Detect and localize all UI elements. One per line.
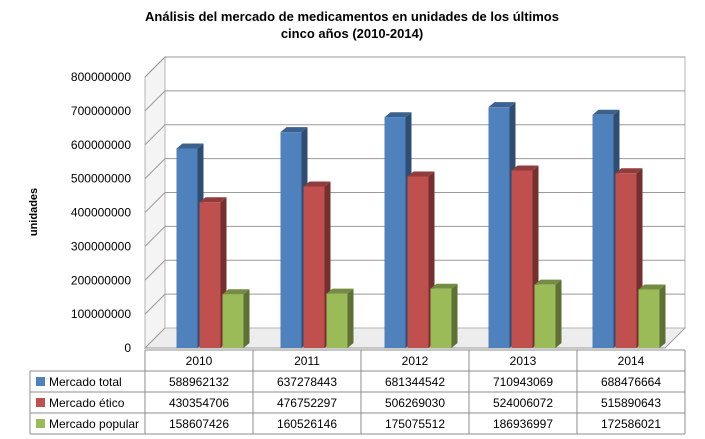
bar	[592, 114, 614, 348]
bar-top	[326, 288, 354, 294]
data-label: 476752297	[277, 396, 337, 410]
y-tick-label: 400000000	[71, 206, 131, 220]
x-tick-label: 2013	[510, 354, 537, 368]
legend-entry: Mercado ético	[49, 396, 125, 410]
data-label: 175075512	[385, 417, 445, 431]
data-label: 515890643	[601, 396, 661, 410]
y-tick-label: 500000000	[71, 172, 131, 186]
y-tick-label: 300000000	[71, 239, 131, 253]
data-label: 710943069	[493, 375, 553, 389]
bar	[303, 186, 325, 348]
legend-swatch	[36, 419, 45, 428]
y-tick-label: 800000000	[71, 70, 131, 84]
data-label: 158607426	[169, 417, 229, 431]
bar	[326, 293, 348, 348]
bar	[280, 132, 302, 348]
data-label: 588962132	[169, 375, 229, 389]
legend-swatch	[36, 377, 45, 386]
bar-side	[451, 283, 458, 348]
bar-top	[638, 284, 666, 290]
data-label: 688476664	[601, 375, 661, 389]
bar	[511, 170, 533, 348]
x-tick-label: 2010	[186, 354, 213, 368]
data-label: 430354706	[169, 396, 229, 410]
data-label: 160526146	[277, 417, 337, 431]
x-tick-label: 2011	[294, 354, 320, 368]
bar-top	[534, 279, 562, 285]
bar-side	[243, 289, 250, 348]
bar	[199, 202, 221, 348]
bar-side	[347, 288, 354, 348]
legend-entry: Mercado popular	[49, 417, 139, 431]
bar	[176, 148, 198, 348]
bar-top	[511, 165, 539, 171]
bar-top	[222, 289, 250, 295]
legend-entry: Mercado total	[49, 375, 122, 389]
chart-title-line2: cinco años (2010-2014)	[281, 26, 423, 41]
data-table: 2010 2011 2012 2013 2014 Mercado total 5889621…	[29, 349, 686, 435]
data-label: 506269030	[385, 396, 445, 410]
bar-side	[555, 279, 562, 348]
x-tick-label: 2014	[618, 354, 645, 368]
data-label: 524006072	[493, 396, 553, 410]
gridline	[144, 90, 685, 112]
plot-area: 0 100000000 200000000 300000000 400000000 500…	[71, 55, 687, 355]
bar	[384, 117, 406, 348]
y-tick-label: 200000000	[71, 273, 131, 287]
bar-top	[199, 197, 227, 203]
gridline	[144, 56, 685, 78]
bar-top	[430, 283, 458, 289]
bar-top	[176, 143, 204, 149]
y-tick-label: 700000000	[71, 104, 131, 118]
bar	[430, 288, 452, 348]
bar-side	[659, 284, 666, 348]
bar-top	[407, 171, 435, 177]
data-label: 186936997	[493, 417, 553, 431]
bar	[407, 176, 429, 348]
chart-title-line1: Análisis del mercado de medicamentos en …	[145, 9, 559, 24]
y-tick-label: 0	[124, 341, 131, 355]
y-tick-label: 600000000	[71, 138, 131, 152]
bar-top	[303, 181, 331, 187]
legend-swatch	[36, 398, 45, 407]
y-axis-label: unidades	[28, 188, 40, 236]
x-tick-label: 2012	[402, 354, 429, 368]
bar	[638, 289, 660, 348]
data-label: 172586021	[601, 417, 661, 431]
y-tick-label: 100000000	[71, 307, 131, 321]
bar-top	[592, 109, 620, 115]
bar-top	[488, 102, 516, 108]
bar	[488, 107, 510, 349]
bar-top	[384, 112, 412, 118]
data-label: 681344542	[385, 375, 445, 389]
bar-top	[615, 168, 643, 174]
bar	[222, 294, 244, 348]
bar-top	[280, 127, 308, 133]
data-label: 637278443	[277, 375, 337, 389]
bar	[615, 173, 637, 348]
bar	[534, 284, 556, 348]
